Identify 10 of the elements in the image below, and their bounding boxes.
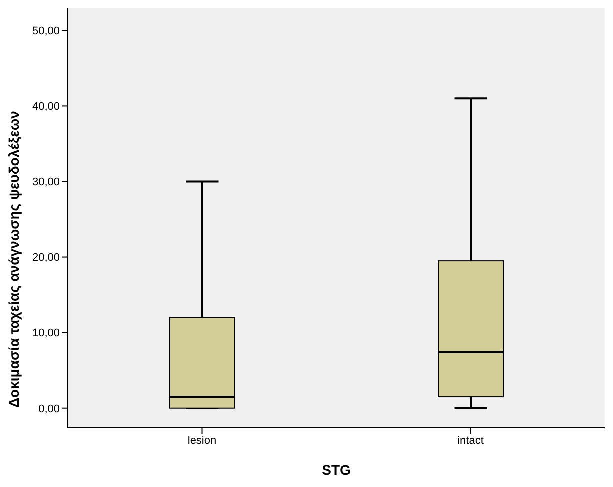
x-axis-title: STG (322, 462, 351, 478)
x-tick-label: intact (458, 434, 484, 447)
y-tick-label: 10,00 (32, 328, 60, 340)
y-tick-label: 40,00 (32, 101, 60, 114)
x-tick-label: lesion (188, 434, 217, 447)
y-tick-label: 30,00 (32, 176, 60, 189)
y-axis-title: Δοκιμασία ταχείας ανάγνωσης ψευδολέξεων (6, 110, 22, 408)
y-tick-label: 20,00 (32, 252, 60, 264)
y-tick-label: 50,00 (32, 26, 60, 38)
y-tick-label: 0,00 (38, 403, 60, 416)
